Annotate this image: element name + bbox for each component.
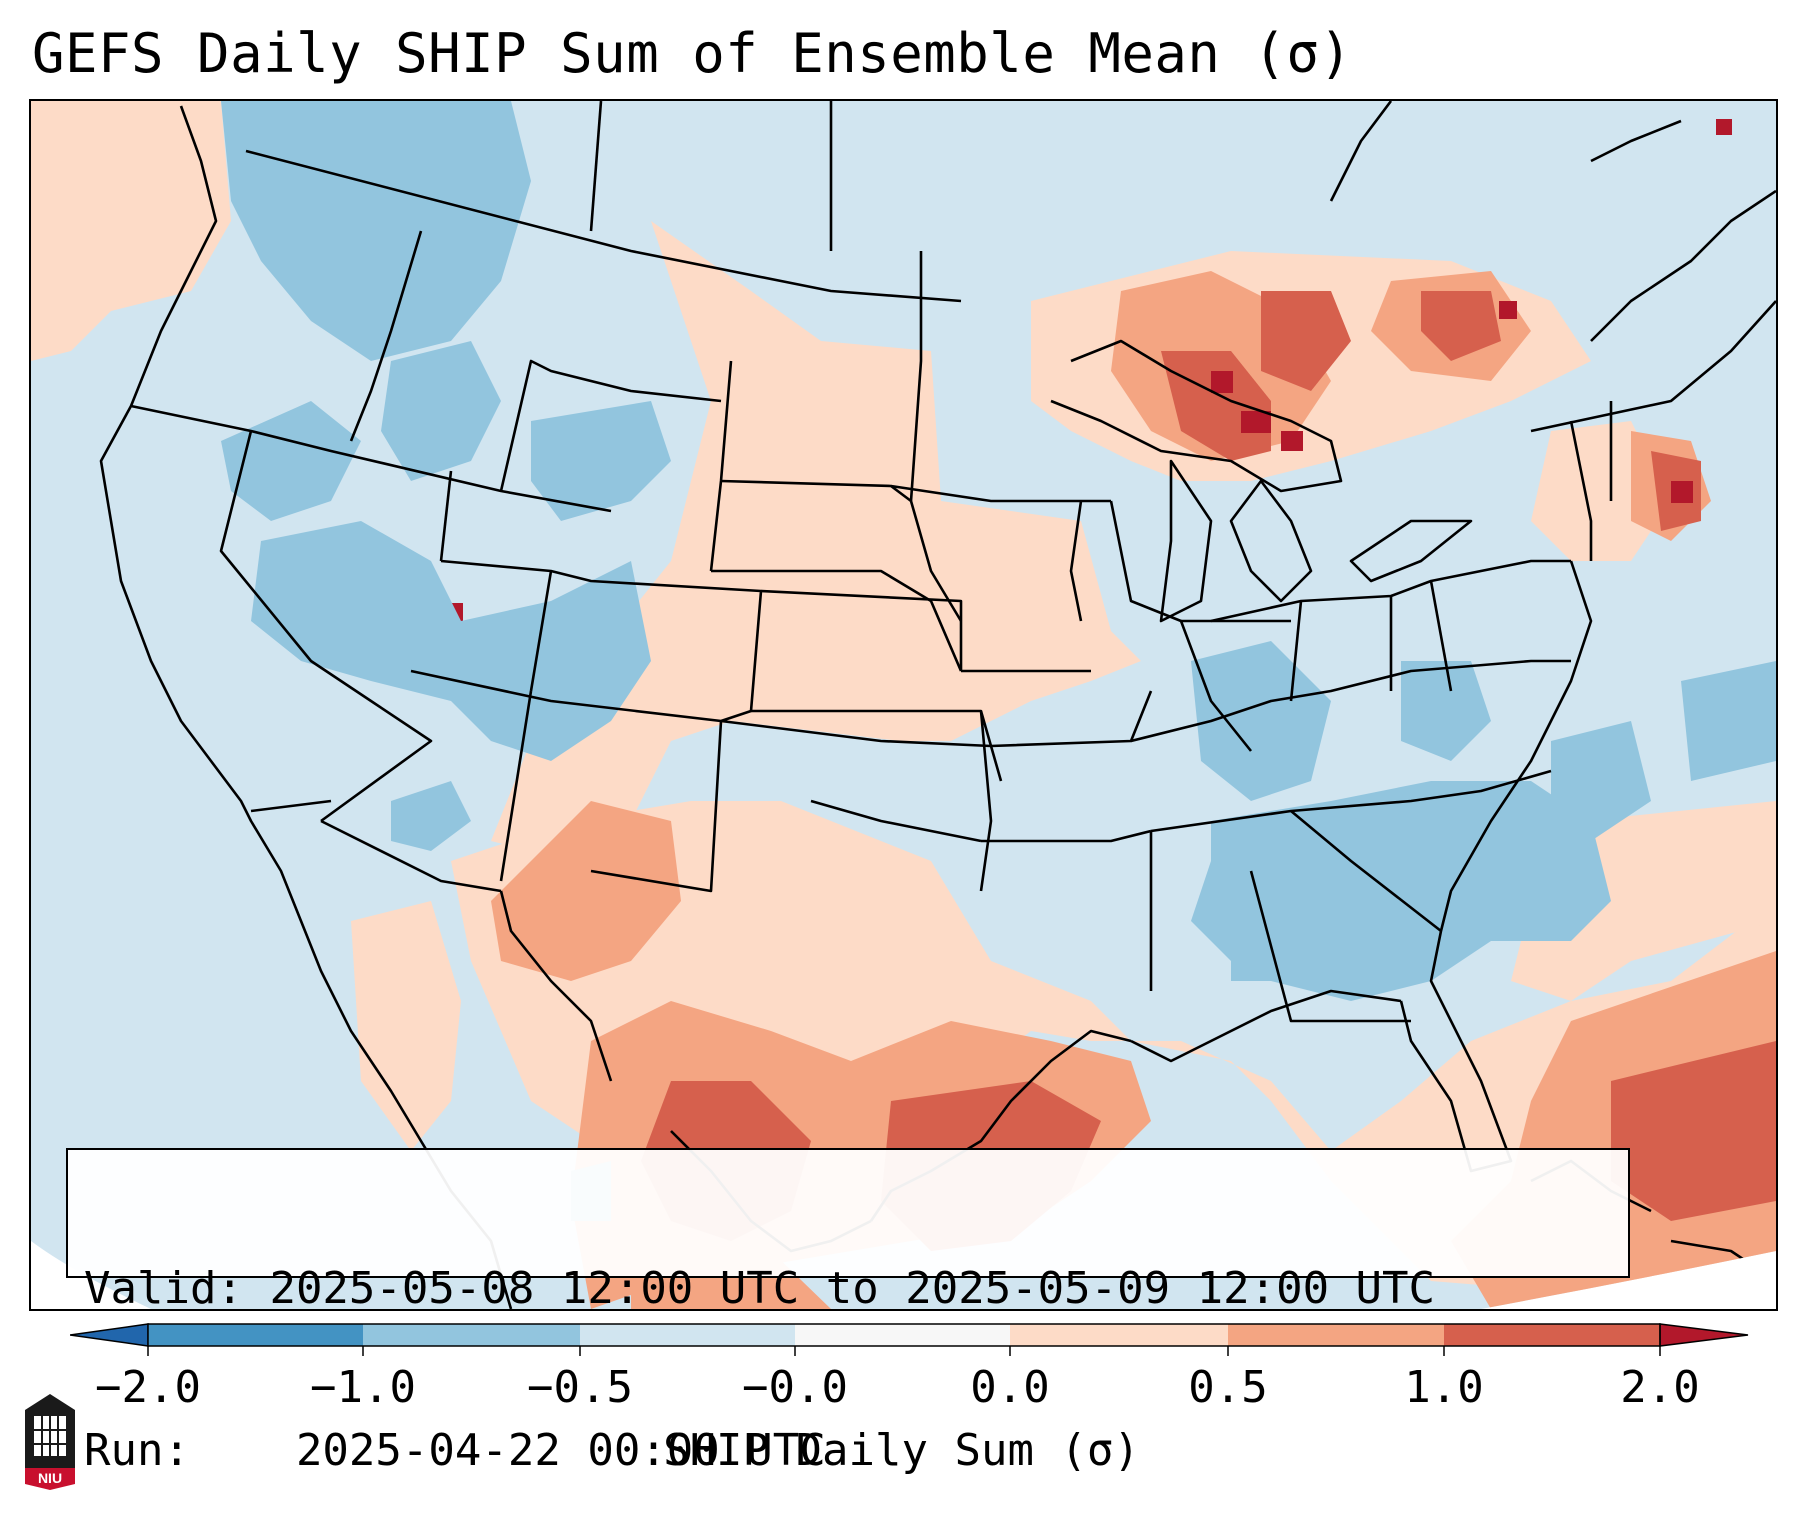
run-label: Run: xyxy=(84,1425,190,1476)
colorbar-bin xyxy=(148,1324,363,1346)
colorbar-tick-label: 0.5 xyxy=(1188,1362,1268,1413)
colorbar-tick-label: 1.0 xyxy=(1404,1362,1484,1413)
map-panel xyxy=(29,99,1778,1311)
colorbar-bin xyxy=(1444,1324,1660,1346)
colorbar-tick-label: 2.0 xyxy=(1620,1362,1700,1413)
colorbar xyxy=(70,1323,1749,1356)
colorbar-bin xyxy=(580,1324,795,1346)
run-line: Run: 2025-04-22 00:00 UTC xyxy=(84,1424,1612,1478)
colorbar-bin xyxy=(1010,1324,1228,1346)
colorbar-tick-label: 0.0 xyxy=(970,1362,1050,1413)
colorbar-tick-label: −0.0 xyxy=(742,1362,848,1413)
colorbar-label: SHIP Daily Sum (σ) xyxy=(663,1425,1140,1476)
colorbar-tick-label: −0.5 xyxy=(527,1362,633,1413)
valid-time-box: Valid: 2025-05-08 12:00 UTC to 2025-05-0… xyxy=(66,1148,1630,1476)
colorbar-extend-high xyxy=(1659,1323,1749,1347)
colorbar-bin xyxy=(1228,1324,1444,1346)
valid-line: Valid: 2025-05-08 12:00 UTC to 2025-05-0… xyxy=(84,1262,1612,1316)
svg-text:NIU: NIU xyxy=(38,1470,62,1486)
colorbar-bin xyxy=(795,1324,1010,1346)
colorbar-tick-label: −1.0 xyxy=(310,1362,416,1413)
colorbar-extend-low xyxy=(70,1323,149,1347)
colorbar-bin xyxy=(363,1324,580,1346)
state-borders xyxy=(99,101,1776,1309)
colorbar-tick-label: −2.0 xyxy=(95,1362,201,1413)
niu-logo: NIU xyxy=(25,1394,75,1490)
anomaly-field-negative xyxy=(221,101,1776,1309)
run-time-value: 2025-04-22 00:00 UTC xyxy=(295,1425,826,1476)
valid-label: Valid: xyxy=(84,1263,243,1314)
coastlines xyxy=(499,101,1776,1283)
chart-title: GEFS Daily SHIP Sum of Ensemble Mean (σ) xyxy=(32,22,1353,85)
map-plot xyxy=(31,101,1776,1309)
valid-time-value: 2025-05-08 12:00 UTC to 2025-05-09 12:00… xyxy=(269,1263,1436,1314)
colorbar-outline xyxy=(147,1323,1661,1347)
